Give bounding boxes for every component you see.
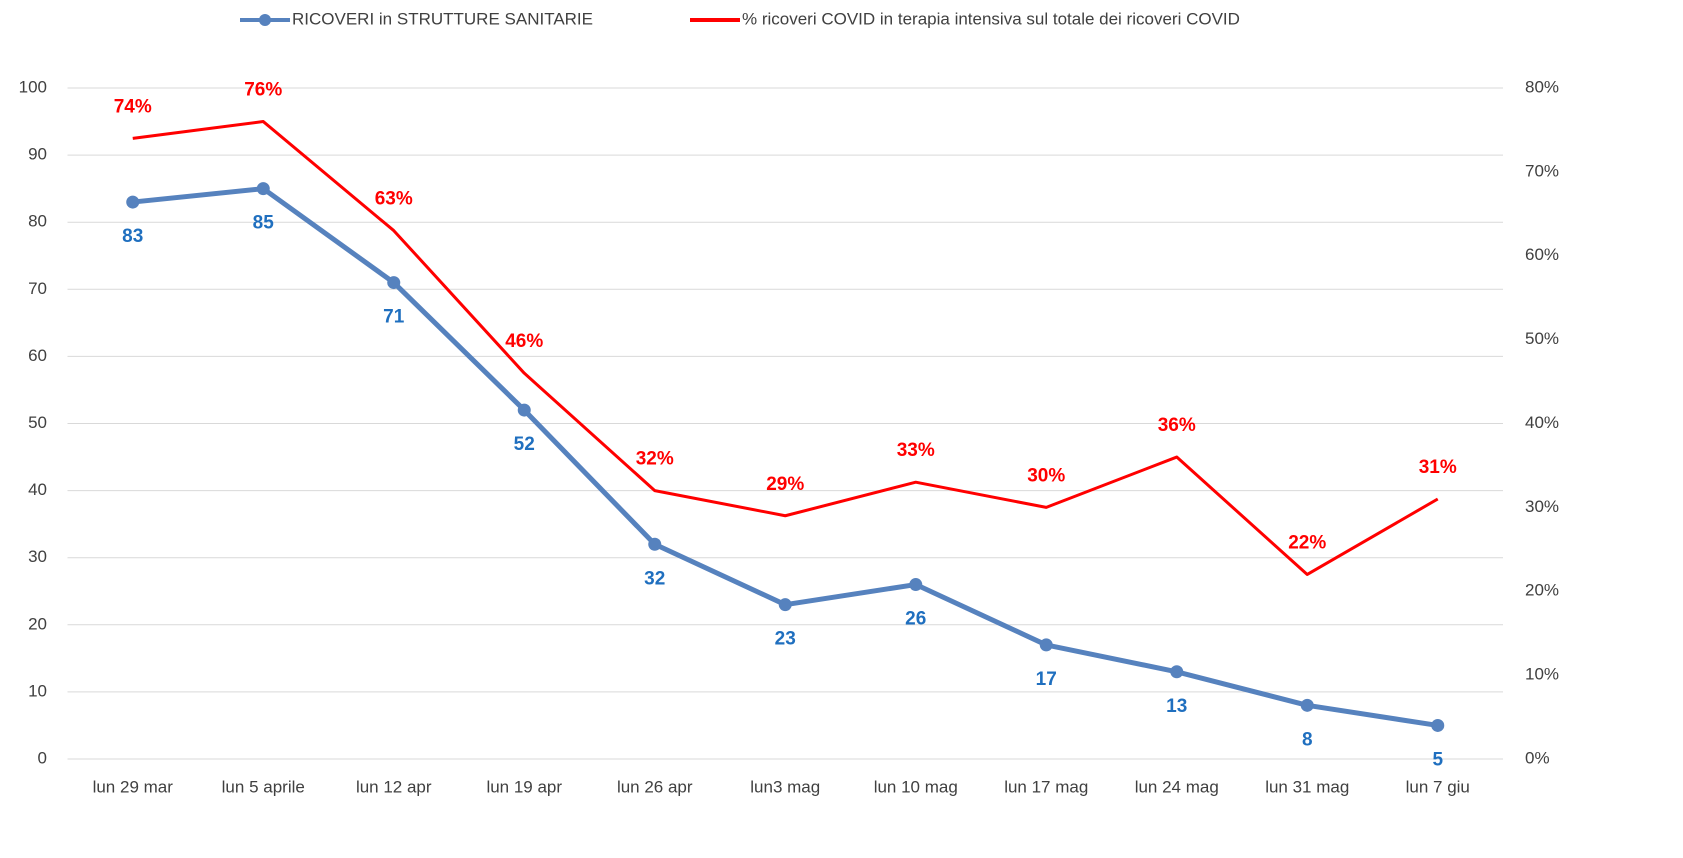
data-label: 29% <box>766 474 804 495</box>
data-label: 76% <box>244 80 282 101</box>
marker <box>1170 665 1184 679</box>
data-label: 8 <box>1302 729 1313 750</box>
x-tick-label: lun 31 mag <box>1265 777 1349 796</box>
y2-tick-label: 0% <box>1525 748 1550 767</box>
data-label: 31% <box>1419 457 1457 478</box>
data-label: 74% <box>114 96 152 117</box>
y-tick-label: 20 <box>28 614 47 633</box>
data-label: 26 <box>905 609 926 630</box>
y2-tick-label: 40% <box>1525 413 1559 432</box>
marker <box>648 537 662 551</box>
marker <box>387 276 401 290</box>
data-label: 13 <box>1166 696 1187 717</box>
data-label: 32% <box>636 449 674 470</box>
data-label: 46% <box>505 331 543 352</box>
data-label: 33% <box>897 440 935 461</box>
data-label: 63% <box>375 189 413 210</box>
y-tick-label: 80 <box>28 212 47 231</box>
x-tick-label: lun 29 mar <box>93 777 174 796</box>
y-tick-label: 50 <box>28 413 47 432</box>
y-tick-label: 90 <box>28 145 47 164</box>
data-label: 85 <box>253 213 275 234</box>
marker <box>256 182 270 196</box>
y-tick-label: 40 <box>28 480 47 499</box>
marker <box>778 598 792 612</box>
y-tick-label: 30 <box>28 547 47 566</box>
legend-label: RICOVERI in STRUTTURE SANITARIE <box>292 9 593 28</box>
x-tick-label: lun 19 apr <box>486 777 562 796</box>
data-label: 23 <box>775 629 796 650</box>
y2-tick-label: 70% <box>1525 161 1559 180</box>
y2-tick-label: 60% <box>1525 245 1559 264</box>
x-tick-label: lun 26 apr <box>617 777 693 796</box>
y2-tick-label: 20% <box>1525 581 1559 600</box>
x-tick-label: lun3 mag <box>750 777 820 796</box>
y2-tick-label: 30% <box>1525 497 1559 516</box>
marker <box>126 195 140 209</box>
data-label: 17 <box>1036 669 1057 690</box>
marker <box>1431 718 1445 732</box>
y-tick-label: 60 <box>28 346 47 365</box>
x-tick-label: lun 10 mag <box>874 777 958 796</box>
x-tick-label: lun 17 mag <box>1004 777 1088 796</box>
y-tick-label: 100 <box>19 77 47 96</box>
x-tick-label: lun 12 apr <box>356 777 432 796</box>
y2-tick-label: 80% <box>1525 77 1559 96</box>
x-tick-label: lun 7 giu <box>1406 777 1470 796</box>
marker <box>517 403 531 417</box>
x-tick-label: lun 24 mag <box>1135 777 1219 796</box>
y-tick-label: 0 <box>38 748 47 767</box>
marker <box>909 578 923 592</box>
data-label: 36% <box>1158 415 1196 436</box>
data-label: 32 <box>644 568 665 589</box>
data-label: 5 <box>1432 749 1443 770</box>
legend-label: % ricoveri COVID in terapia intensiva su… <box>742 9 1240 28</box>
data-label: 22% <box>1288 532 1326 553</box>
y2-tick-label: 50% <box>1525 329 1559 348</box>
y-tick-label: 10 <box>28 681 47 700</box>
data-label: 52 <box>514 434 535 455</box>
series-line <box>132 120 1439 576</box>
x-tick-label: lun 5 aprile <box>222 777 305 796</box>
y2-tick-label: 10% <box>1525 665 1559 684</box>
marker <box>1039 638 1053 652</box>
marker <box>1300 698 1314 712</box>
legend-marker <box>259 14 271 26</box>
data-label: 71 <box>383 307 405 328</box>
data-label: 83 <box>122 226 143 247</box>
y-tick-label: 70 <box>28 279 47 298</box>
data-label: 30% <box>1027 465 1065 486</box>
